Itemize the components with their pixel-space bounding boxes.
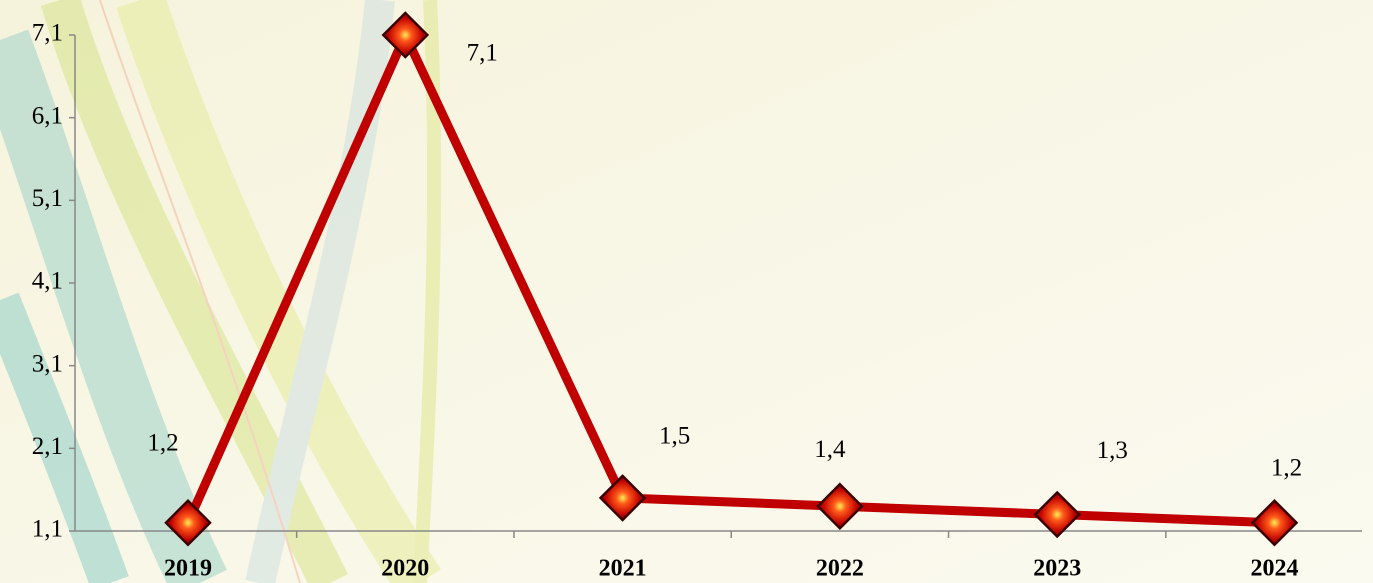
marker [816,482,864,530]
marker [381,11,430,59]
y-tick-label: 3,1 [32,350,63,377]
marker [598,474,647,522]
data-label: 1,4 [814,436,846,463]
marker [1033,490,1081,539]
x-tick-label: 2024 [1251,556,1299,582]
y-tick-label: 7,1 [32,20,63,47]
x-tick-label: 2020 [381,556,429,582]
decoration [0,0,442,583]
data-label: 1,2 [147,429,178,456]
y-tick-label: 6,1 [32,102,63,129]
x-tick-label: 2019 [164,556,212,582]
y-tick-label: 5,1 [32,185,63,212]
y-tick-label: 1,1 [32,516,63,543]
data-label: 1,5 [659,423,690,450]
marker [164,498,212,547]
data-label: 1,2 [1271,454,1302,481]
x-tick-label: 2022 [816,556,864,582]
y-tick-label: 2,1 [32,433,63,460]
y-tick-label: 4,1 [32,268,63,295]
x-tick-label: 2021 [599,556,647,582]
x-tick-label: 2023 [1033,556,1081,582]
data-label: 1,3 [1097,437,1128,464]
series-line [183,30,1275,528]
marker [1250,498,1299,547]
data-label: 7,1 [467,40,498,67]
